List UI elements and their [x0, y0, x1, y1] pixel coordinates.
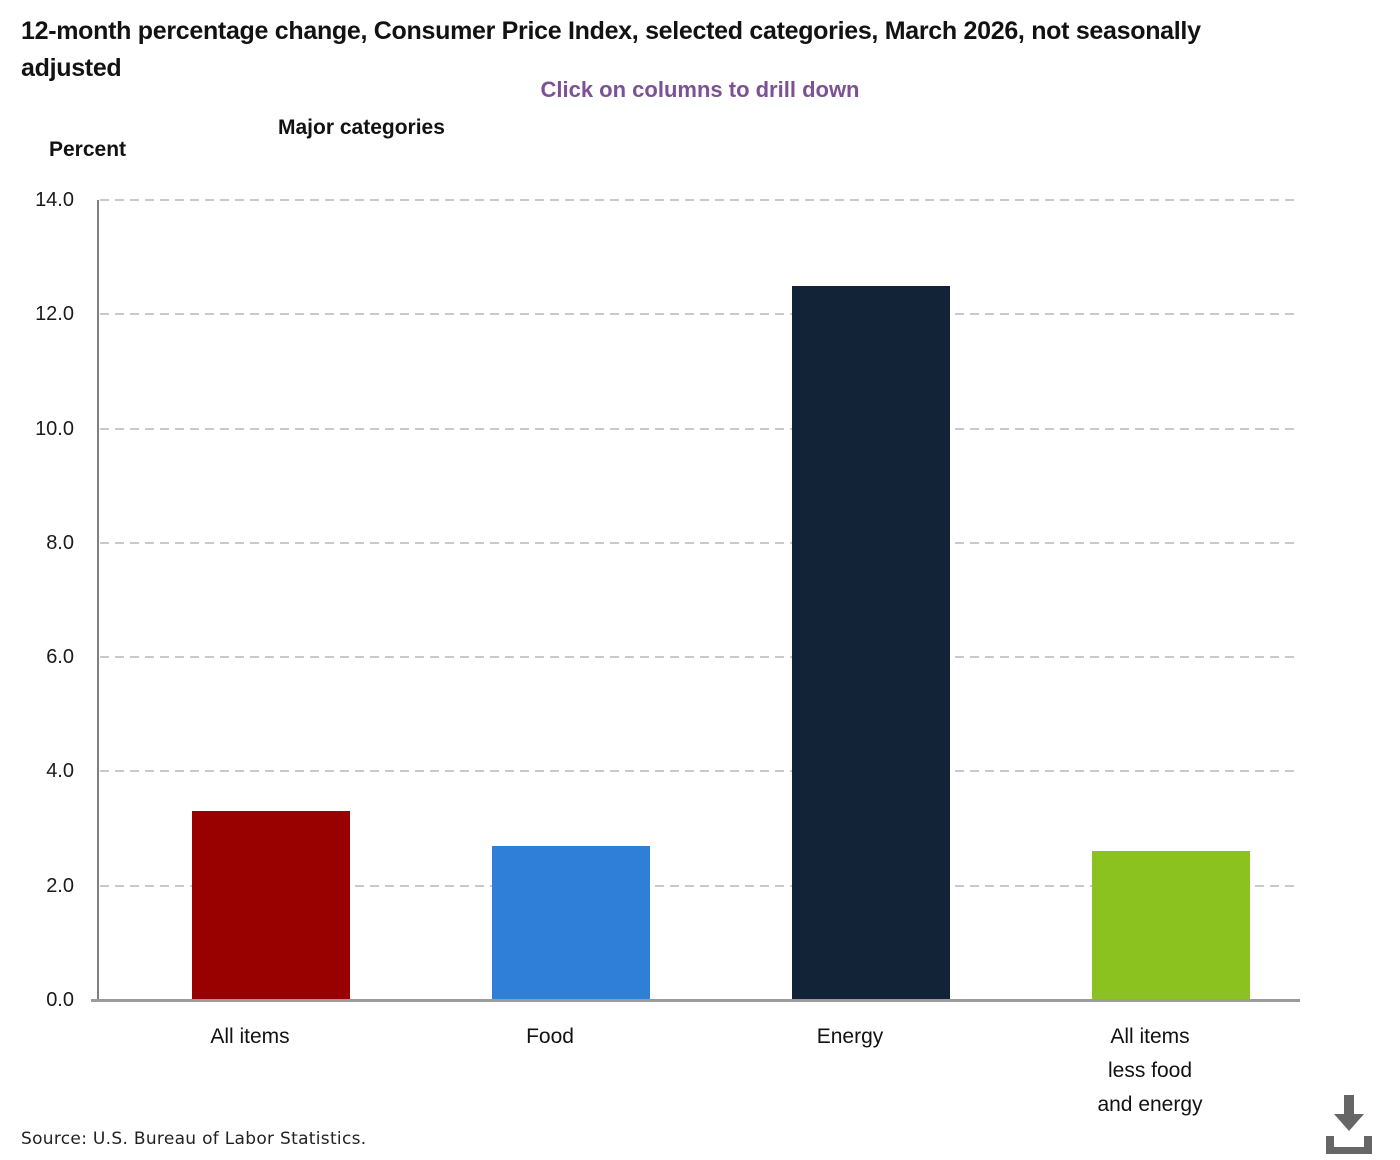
y-tick-label-14.0: 14.0: [35, 189, 74, 211]
y-tick-label-6.0: 6.0: [46, 646, 74, 669]
y-tick-label-2.0: 2.0: [46, 874, 74, 897]
drill-down-hint: Click on columns to drill down: [540, 77, 860, 102]
source-attribution: Source: U.S. Bureau of Labor Statistics.: [21, 1129, 367, 1149]
bar-energy[interactable]: [792, 285, 950, 1000]
gridline-8.0: [100, 541, 1300, 544]
x-axis-title: Major categories: [278, 116, 445, 139]
gridline-12.0: [100, 313, 1300, 316]
y-tick-label-4.0: 4.0: [46, 760, 74, 783]
chart-title: 12-month percentage change, Consumer Pri…: [21, 17, 1201, 82]
x-axis-label-food: Food: [526, 1025, 574, 1048]
gridline-14.0: [100, 199, 1300, 201]
x-axis-line: [91, 999, 1300, 1002]
y-axis-line: [97, 200, 99, 1001]
gridline-6.0: [100, 656, 1300, 659]
y-axis-title: Percent: [49, 138, 127, 161]
y-tick-label-0.0: 0.0: [46, 989, 74, 1011]
bar-food[interactable]: [492, 845, 650, 1000]
download-button[interactable]: [1322, 1093, 1376, 1155]
plot-area: [100, 199, 1300, 1000]
gridline-2.0: [100, 884, 1300, 887]
y-tick-label-12.0: 12.0: [35, 303, 74, 326]
y-tick-label-8.0: 8.0: [46, 531, 74, 554]
x-axis-label-all-items: All items: [210, 1025, 290, 1048]
download-icon: [1322, 1095, 1376, 1158]
y-tick-label-10.0: 10.0: [35, 417, 74, 440]
bar-all-items-less-food-and-energy[interactable]: [1092, 851, 1250, 1000]
x-axis-label-energy: Energy: [816, 1025, 884, 1048]
bar-all-items[interactable]: [192, 811, 350, 1000]
gridline-4.0: [100, 770, 1300, 773]
gridline-10.0: [100, 427, 1300, 430]
x-axis-label-all-items-less-food-and-energy: All items less food and energy: [1097, 1025, 1203, 1116]
